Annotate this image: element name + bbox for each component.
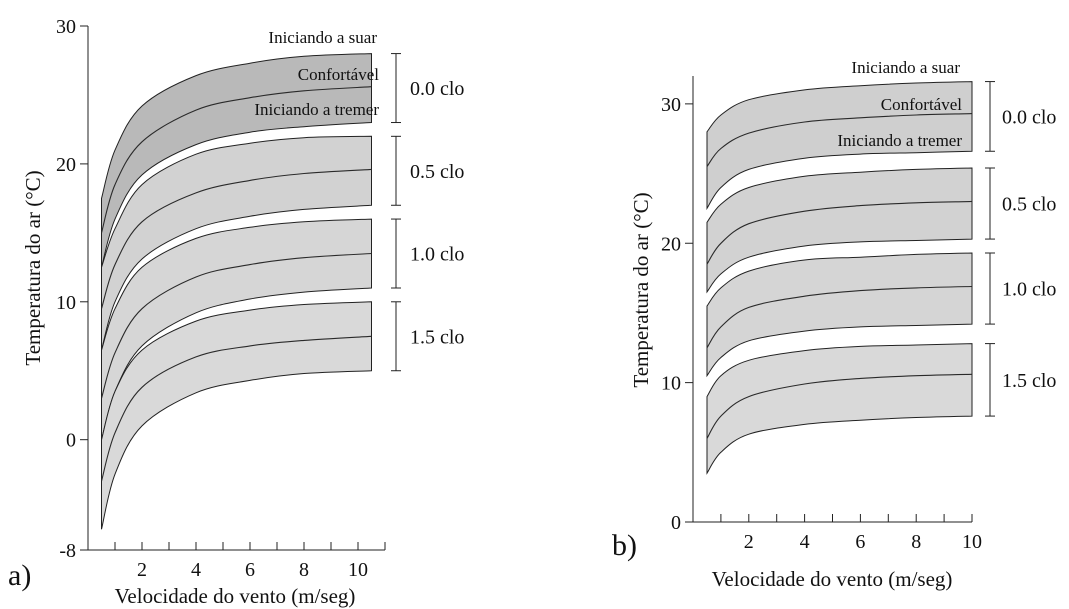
band-1-0-clo <box>101 218 372 440</box>
clo-label: 0.5 clo <box>1002 194 1056 216</box>
y-axis-title: Temperatura do ar (°C) <box>21 170 45 365</box>
clo-label: 1.0 clo <box>1002 279 1056 301</box>
band-1-5-clo <box>101 301 372 530</box>
clo-label: 0.5 clo <box>410 161 464 183</box>
label-confortavel: Confortável <box>881 95 962 114</box>
clo-label: 1.0 clo <box>410 244 464 266</box>
comfort-curve-0-0-clo <box>706 113 973 167</box>
x-axis-title: Velocidade do vento (m/seg) <box>115 584 356 608</box>
label-iniciando-a-suar: Iniciando a suar <box>268 28 377 47</box>
x-tick-label: 8 <box>299 559 309 581</box>
chart-panel-b: 0.0 clo 0.5 clo 1.0 clo 1.5 clo Iniciando a … <box>612 58 1056 591</box>
chart-panel-a: 0.0 clo 0.5 clo 1.0 clo 1.5 clo Iniciando a … <box>8 16 464 608</box>
band-0-0-clo <box>706 81 973 211</box>
y-tick-label: 0 <box>66 430 76 452</box>
clo-label: 0.0 clo <box>410 78 464 100</box>
x-tick-label: 2 <box>137 559 147 581</box>
y-tick-label: 20 <box>661 233 681 255</box>
y-tick-label: -8 <box>59 540 76 562</box>
label-confortavel: Confortável <box>298 65 379 84</box>
y-tick-label: 30 <box>56 16 76 38</box>
comfort-curve-1-5-clo <box>100 335 372 482</box>
band-1-0-clo <box>706 252 973 378</box>
x-tick-label: 8 <box>911 531 921 553</box>
label-iniciando-a-suar: Iniciando a suar <box>851 58 960 77</box>
label-iniciando-a-tremer: Iniciando a tremer <box>837 131 962 150</box>
comfort-curve-1-5-clo <box>706 373 973 439</box>
clo-label: 1.5 clo <box>1002 370 1056 392</box>
x-tick-label: 6 <box>855 531 865 553</box>
comfort-curve-0-0-clo <box>100 86 372 233</box>
comfort-curve-0-5-clo <box>706 200 973 265</box>
comfort-curve-1-0-clo <box>706 285 973 349</box>
y-tick-label: 30 <box>661 94 681 116</box>
label-iniciando-a-tremer: Iniciando a tremer <box>254 100 379 119</box>
band-1-5-clo <box>706 343 973 475</box>
clo-label: 0.0 clo <box>1002 106 1056 128</box>
clo-label: 1.5 clo <box>410 326 464 348</box>
comfort-curve-0-5-clo <box>100 168 372 309</box>
y-axis-title: Temperatura do ar (°C) <box>629 192 653 387</box>
band-0-5-clo <box>706 167 973 294</box>
band-0-5-clo <box>101 135 372 351</box>
comfort-curve-1-0-clo <box>100 252 372 399</box>
x-tick-label: 10 <box>348 559 368 581</box>
x-tick-label: 4 <box>191 559 201 581</box>
x-tick-label: 10 <box>962 531 982 553</box>
panel-label: b) <box>612 529 637 562</box>
x-tick-label: 4 <box>800 531 810 553</box>
panel-label: a) <box>8 559 31 592</box>
band-0-0-clo <box>101 53 372 268</box>
y-tick-label: 0 <box>671 512 681 534</box>
x-tick-label: 2 <box>744 531 754 553</box>
y-tick-label: 10 <box>56 292 76 314</box>
y-tick-label: 20 <box>56 154 76 176</box>
x-axis-title: Velocidade do vento (m/seg) <box>712 567 953 591</box>
x-tick-label: 6 <box>245 559 255 581</box>
y-tick-label: 10 <box>661 373 681 395</box>
